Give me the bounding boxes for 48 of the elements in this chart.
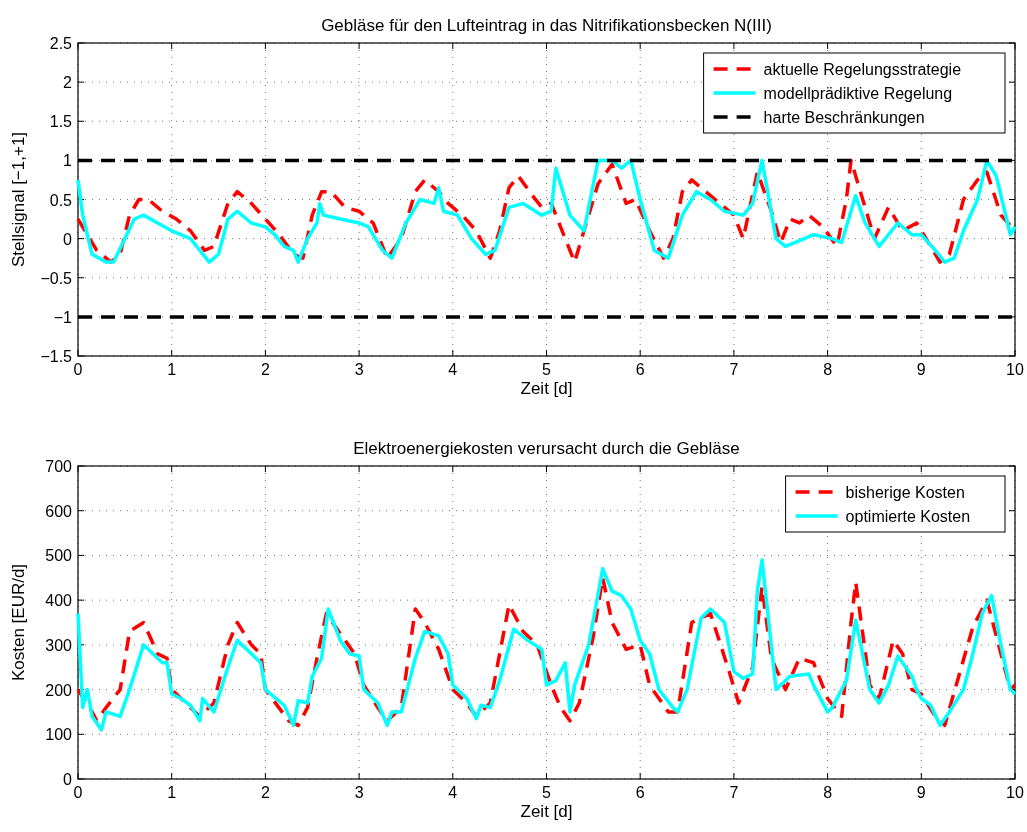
y-tick-label: 2.5 (49, 35, 73, 52)
y-tick-label: 200 (45, 681, 73, 699)
x-tick-label: 5 (542, 361, 552, 378)
y-tick-label: 500 (45, 547, 73, 565)
chart-title: Elektroenergiekosten verursacht durch die Gebläse (353, 439, 740, 458)
y-tick-label: 600 (45, 502, 73, 520)
y-tick-label: 300 (45, 636, 73, 654)
x-tick-label: 10 (1006, 784, 1024, 801)
y-axis-title: Stellsignal [−1,+1] (9, 131, 28, 268)
x-axis-title: Zeit [d] (520, 802, 573, 821)
x-tick-label: 10 (1006, 361, 1024, 378)
y-tick-label: 0.5 (49, 191, 73, 209)
x-tick-label: 8 (823, 361, 833, 378)
x-tick-label: 3 (354, 361, 364, 378)
legend-label: modellprädiktive Regelung (763, 85, 953, 102)
x-tick-label: 1 (167, 784, 177, 801)
x-tick-label: 4 (448, 784, 458, 801)
x-tick-label: 9 (916, 784, 926, 801)
legend-label: optimierte Kosten (845, 508, 971, 525)
y-tick-label: 700 (45, 458, 73, 475)
y-tick-label: −1.5 (40, 348, 73, 365)
y-tick-label: 1.5 (49, 113, 73, 131)
x-tick-label: 1 (167, 361, 177, 378)
chart-title: Gebläse für den Lufteintrag in das Nitrifikationsbecken N(III) (321, 16, 772, 35)
y-tick-label: 0 (63, 230, 73, 248)
legend-label: harte Beschränkungen (763, 109, 925, 126)
x-tick-label: 5 (542, 784, 552, 801)
x-tick-label: 6 (635, 784, 645, 801)
legend-label: aktuelle Regelungsstrategie (763, 61, 962, 78)
x-tick-label: 6 (635, 361, 645, 378)
y-tick-label: 400 (45, 592, 73, 610)
x-tick-label: 7 (729, 784, 739, 801)
x-tick-label: 9 (916, 361, 926, 378)
x-tick-label: 7 (729, 361, 739, 378)
x-tick-label: 4 (448, 361, 458, 378)
x-axis-title: Zeit [d] (520, 379, 573, 398)
y-tick-label: −0.5 (40, 269, 73, 287)
y-tick-label: 2 (63, 74, 73, 92)
x-tick-label: 2 (260, 784, 270, 801)
x-tick-label: 3 (354, 784, 364, 801)
legend-label: bisherige Kosten (845, 484, 965, 501)
y-tick-label: 1 (63, 152, 73, 170)
x-tick-label: 2 (260, 361, 270, 378)
y-tick-label: 0 (63, 771, 73, 788)
x-tick-label: 8 (823, 784, 833, 801)
y-axis-title: Kosten [EUR/d] (9, 563, 28, 682)
y-tick-label: 100 (45, 726, 73, 744)
y-tick-label: −1 (53, 308, 73, 326)
